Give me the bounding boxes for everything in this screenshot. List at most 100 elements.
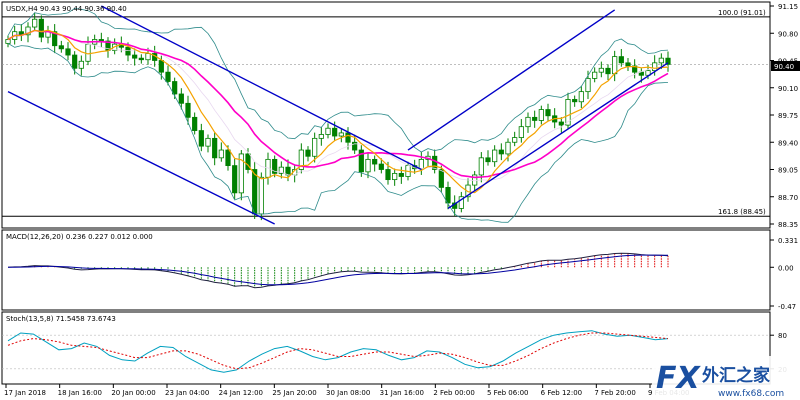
watermark-fx: FX: [656, 361, 701, 396]
candle-body: [398, 172, 404, 177]
candle-body: [278, 166, 284, 174]
bollinger-lower: [7, 43, 669, 223]
down-channel-upper: [101, 5, 422, 171]
candle-body: [492, 149, 498, 163]
watermark-url: www.fx68.com: [718, 389, 784, 399]
watermark: FX 外汇之家 www.fx68.com: [652, 356, 800, 400]
candle-body: [52, 31, 58, 47]
macd-signal-line: [7, 254, 669, 286]
candle-body: [32, 18, 38, 28]
price-header: USDX,H4 90.43 90.44 90.36 90.40: [6, 5, 127, 13]
fib-161-label: 161.8 (88.45): [718, 208, 766, 216]
candle-body: [618, 56, 624, 64]
time-axis-label: 17 Jan 2018: [4, 389, 46, 397]
candle-body: [185, 102, 191, 118]
candle-body: [472, 174, 478, 186]
candle-body: [512, 137, 518, 143]
candle-body: [385, 169, 391, 181]
candle-body: [252, 169, 258, 215]
candle-body: [498, 149, 504, 155]
fast-moving-average: [7, 29, 669, 194]
price-axis-label: 90.10: [778, 85, 798, 93]
watermark-cn: 外汇之家: [702, 365, 770, 386]
candle-body: [598, 67, 604, 73]
time-axis-label: 6 Feb 12:00: [541, 389, 582, 397]
candle-body: [372, 158, 378, 165]
candle-body: [658, 57, 664, 64]
candle-body: [312, 137, 318, 157]
candle-body: [285, 166, 291, 176]
fib-100-label: 100.0 (91.01): [718, 9, 766, 17]
candle-body: [72, 54, 78, 69]
stoch-panel-frame: [1, 311, 771, 385]
candle-body: [158, 60, 164, 73]
candle-body: [138, 57, 144, 61]
candle-body: [132, 54, 138, 59]
price-axis-label: 90.80: [778, 30, 798, 38]
candle-body: [245, 153, 251, 170]
candle-body: [178, 93, 184, 104]
candle-body: [592, 71, 598, 79]
candle-body: [418, 158, 424, 170]
candle-body: [192, 116, 198, 131]
candle-body: [505, 141, 511, 155]
time-axis-label: 31 Jan 16:00: [380, 389, 424, 397]
candle-body: [65, 48, 71, 56]
stoch-d-line: [7, 332, 669, 370]
macd-axis-label: -0.47: [778, 303, 796, 311]
candle-body: [665, 57, 671, 65]
candle-body: [125, 46, 131, 56]
candle-body: [365, 158, 371, 173]
time-axis-label: 18 Jan 16:00: [58, 389, 102, 397]
candle-body: [5, 39, 11, 44]
candle-body: [305, 149, 311, 157]
candle-body: [172, 81, 178, 95]
up-channel-upper: [407, 9, 616, 151]
time-axis-label: 30 Jan 08:00: [326, 389, 370, 397]
price-axis-label: 89.75: [778, 112, 798, 120]
candle-body: [458, 196, 464, 209]
candle-body: [605, 67, 611, 75]
candle-body: [325, 127, 331, 135]
candle-body: [352, 141, 358, 151]
candle-body: [358, 149, 364, 173]
price-axis-label: 88.35: [778, 221, 798, 229]
candle-body: [485, 157, 491, 163]
time-axis-label: 7 Feb 20:00: [594, 389, 635, 397]
candle-body: [545, 109, 551, 117]
slow-moving-average: [7, 29, 669, 179]
current-price-tag: 90.40: [771, 61, 800, 71]
candle-body: [632, 65, 638, 73]
down-channel-lower: [7, 91, 275, 225]
stoch-axis-label: 80: [778, 332, 787, 340]
candle-body: [38, 18, 44, 38]
candle-body: [565, 99, 571, 126]
time-axis-label: 25 Jan 20:00: [272, 389, 316, 397]
price-axis-label: 89.40: [778, 139, 798, 147]
candle-body: [652, 62, 658, 72]
candle-body: [432, 155, 438, 170]
stoch-k-line: [7, 330, 669, 373]
macd-panel-frame: [1, 229, 771, 311]
time-axis-label: 24 Jan 12:00: [219, 389, 263, 397]
time-axis-label: 5 Feb 06:00: [487, 389, 528, 397]
price-axis-label: 89.05: [778, 167, 798, 175]
candle-body: [238, 153, 244, 194]
time-axis-label: 2 Feb 00:00: [433, 389, 474, 397]
candle-body: [625, 62, 631, 67]
candle-body: [85, 43, 91, 62]
candle-body: [338, 132, 344, 137]
bollinger-mid: [7, 29, 669, 182]
current-price-label: 90.40: [774, 63, 794, 71]
candle-body: [232, 165, 238, 194]
candle-body: [225, 149, 231, 167]
candle-body: [445, 187, 451, 204]
candle-body: [572, 99, 578, 103]
macd-axis-label: 0.00: [778, 264, 794, 272]
price-axis-label: 91.15: [778, 3, 798, 11]
macd-header: MACD(12,26,20) 0.236 0.227 0.012 0.000: [6, 233, 153, 241]
candle-body: [212, 137, 218, 159]
candle-body: [198, 130, 204, 147]
up-channel-lower: [447, 62, 669, 210]
